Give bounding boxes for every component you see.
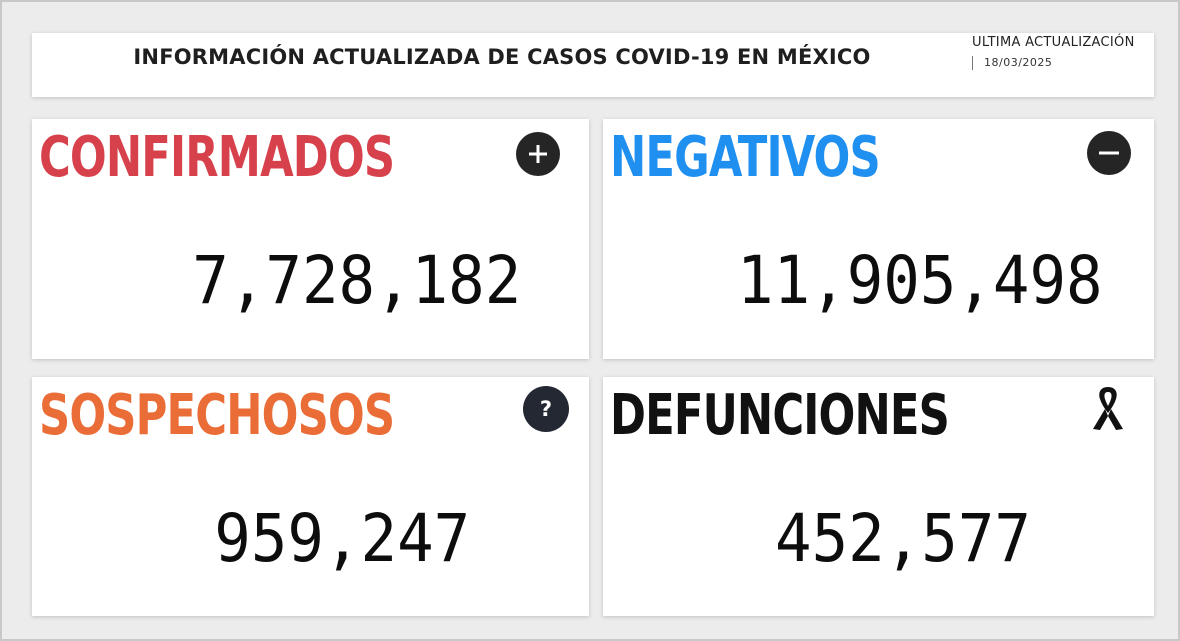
plus-icon: [516, 132, 560, 176]
sospechosos-value: 959,247: [214, 500, 471, 577]
question-icon: ?: [523, 386, 569, 432]
minus-icon: [1087, 131, 1131, 175]
confirmados-value: 7,728,182: [192, 242, 522, 319]
card-negativos[interactable]: NEGATIVOS 11,905,498: [603, 119, 1154, 359]
negativos-label: NEGATIVOS: [610, 125, 881, 190]
sospechosos-label: SOSPECHOSOS: [39, 383, 395, 448]
negativos-value: 11,905,498: [737, 242, 1103, 319]
page-title: INFORMACIÓN ACTUALIZADA DE CASOS COVID-1…: [133, 45, 871, 69]
last-update-date: 18/03/2025: [972, 56, 1052, 70]
last-update-label: ULTIMA ACTUALIZACIÓN: [972, 35, 1135, 50]
card-defunciones[interactable]: DEFUNCIONES 452,577: [603, 377, 1154, 616]
defunciones-label: DEFUNCIONES: [610, 383, 950, 448]
mourning-ribbon-icon: [1088, 383, 1128, 433]
card-confirmados[interactable]: CONFIRMADOS 7,728,182: [32, 119, 589, 359]
header-card: INFORMACIÓN ACTUALIZADA DE CASOS COVID-1…: [32, 33, 1154, 97]
confirmados-label: CONFIRMADOS: [39, 125, 395, 190]
card-sospechosos[interactable]: SOSPECHOSOS ? 959,247: [32, 377, 589, 616]
svg-text:?: ?: [540, 397, 552, 421]
defunciones-value: 452,577: [775, 500, 1031, 577]
